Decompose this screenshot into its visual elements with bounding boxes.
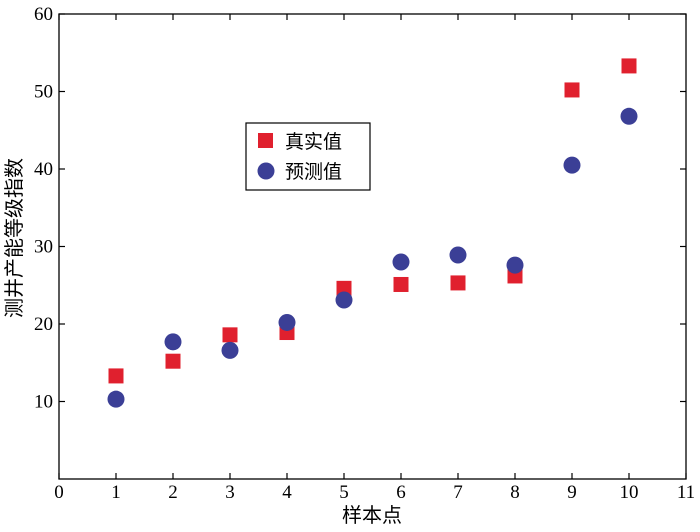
legend-swatch-series-0 [258, 133, 273, 148]
point-series-0 [165, 353, 181, 369]
point-series-1 [392, 253, 410, 271]
point-series-1 [164, 333, 182, 351]
x-tick-label: 5 [339, 482, 349, 503]
point-series-0 [108, 368, 124, 384]
y-tick-label: 10 [34, 392, 53, 413]
x-tick-label: 7 [453, 482, 463, 503]
point-series-1 [278, 313, 296, 331]
x-tick-label: 6 [396, 482, 406, 503]
y-tick-label: 60 [34, 4, 53, 25]
x-tick-label: 8 [510, 482, 520, 503]
plot-frame [58, 13, 687, 480]
legend-swatch-series-1 [257, 162, 275, 180]
legend-label-series-1: 预测值 [285, 161, 342, 183]
y-tick-label: 40 [34, 159, 53, 180]
y-tick-label: 30 [34, 237, 53, 258]
x-tick-label: 0 [54, 482, 64, 503]
point-series-1 [449, 246, 467, 264]
y-tick-label: 20 [34, 314, 53, 335]
legend-label-series-0: 真实值 [285, 131, 342, 153]
x-tick-label: 3 [225, 482, 235, 503]
x-tick-label: 4 [282, 482, 292, 503]
point-series-0 [450, 275, 466, 291]
x-tick-label: 1 [111, 482, 121, 503]
y-axis-title: 测井产能等级指数 [2, 158, 26, 318]
point-series-1 [563, 156, 581, 174]
point-series-1 [620, 107, 638, 125]
point-series-0 [393, 276, 409, 292]
x-tick-label: 9 [567, 482, 577, 503]
x-tick-label: 10 [620, 482, 639, 503]
point-series-0 [564, 82, 580, 98]
point-series-0 [222, 327, 238, 343]
x-axis-title: 样本点 [342, 503, 402, 527]
point-series-1 [335, 291, 353, 309]
data-points [107, 58, 638, 408]
point-series-0 [621, 58, 637, 74]
point-series-1 [107, 390, 125, 408]
y-tick-label: 50 [34, 82, 53, 103]
x-tick-label: 11 [677, 482, 695, 503]
point-series-1 [506, 256, 524, 274]
axes [58, 13, 687, 480]
point-series-0 [336, 280, 352, 296]
x-tick-label: 2 [168, 482, 178, 503]
point-series-1 [221, 341, 239, 359]
legend: 真实值 预测值 [245, 122, 371, 191]
axis-ticks: 0 1 2 3 4 5 6 7 8 9 10 11 10 20 30 40 50 60 [34, 4, 695, 503]
